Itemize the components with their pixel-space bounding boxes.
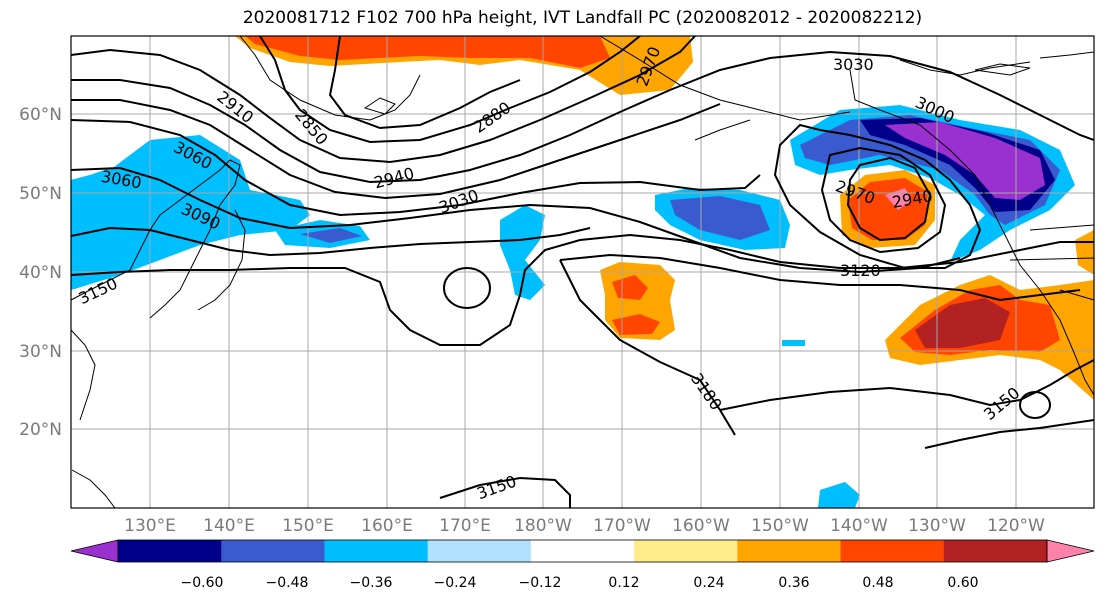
lon-label: 160°E [361,516,413,536]
colorbar-tick-label: 0.36 [778,575,809,591]
map-frame [70,35,1095,509]
lon-label: 120°W [987,516,1045,536]
colorbar-tick-label: 0.12 [608,575,639,591]
lat-label: 20°N [19,420,62,440]
colorbar-tick-label: 0.48 [862,575,893,591]
colorbar-segment [427,540,532,562]
coastlines [71,36,1094,508]
colorbar-extend-high [1046,539,1095,563]
colorbar [70,539,1095,563]
lon-label: 150°W [751,516,809,536]
contour-label: 3030 [833,55,874,74]
colorbar-tick-label: −0.36 [350,575,393,591]
colorbar-extend-low [70,539,119,563]
lon-label: 130°W [908,516,966,536]
colorbar-segment [530,540,635,562]
colorbar-tick-label: 0.24 [693,575,724,591]
contour-label-group: 2910 2850 3060 2880 2940 3060 3030 3090 … [76,44,1024,503]
lat-label: 30°N [19,342,62,362]
lat-label: 40°N [19,263,62,283]
colorbar-segment [840,540,945,562]
colorbar-segment [221,540,325,562]
colorbar-segment [118,540,222,562]
lat-label: 50°N [19,184,62,204]
lat-label: 60°N [19,105,62,125]
lon-label: 160°W [672,516,730,536]
colorbar-segment [324,540,429,562]
colorbar-segment [634,540,738,562]
lon-label: 170°E [439,516,491,536]
contour-label: 3120 [840,261,881,280]
lon-label: 140°W [830,516,888,536]
map-gridlines [71,36,1094,508]
colorbar-tick-label: 0.60 [947,575,978,591]
lon-label: 130°E [124,516,176,536]
colorbar-tick-label: −0.12 [519,575,562,591]
colorbar-tick-labels: −0.60 −0.48 −0.36 −0.24 −0.12 0.12 0.24 … [181,575,979,591]
latitude-labels: 60°N 50°N 40°N 30°N 20°N [19,105,62,440]
colorbar-tick-label: −0.24 [434,575,477,591]
longitude-labels: 130°E 140°E 150°E 160°E 170°E 180°W 170°… [124,516,1045,536]
colorbar-frame [117,539,1048,563]
colorbar-segment [943,540,1048,562]
lon-label: 140°E [203,516,255,536]
lon-label: 150°E [282,516,334,536]
lon-label: 180°W [514,516,572,536]
colorbar-segment [737,540,842,562]
map-title: 2020081712 F102 700 hPa height, IVT Land… [242,8,923,28]
colorbar-tick-label: −0.48 [266,575,309,591]
lon-label: 170°W [593,516,651,536]
colorbar-tick-label: −0.60 [181,575,224,591]
height-contours [71,36,1094,508]
